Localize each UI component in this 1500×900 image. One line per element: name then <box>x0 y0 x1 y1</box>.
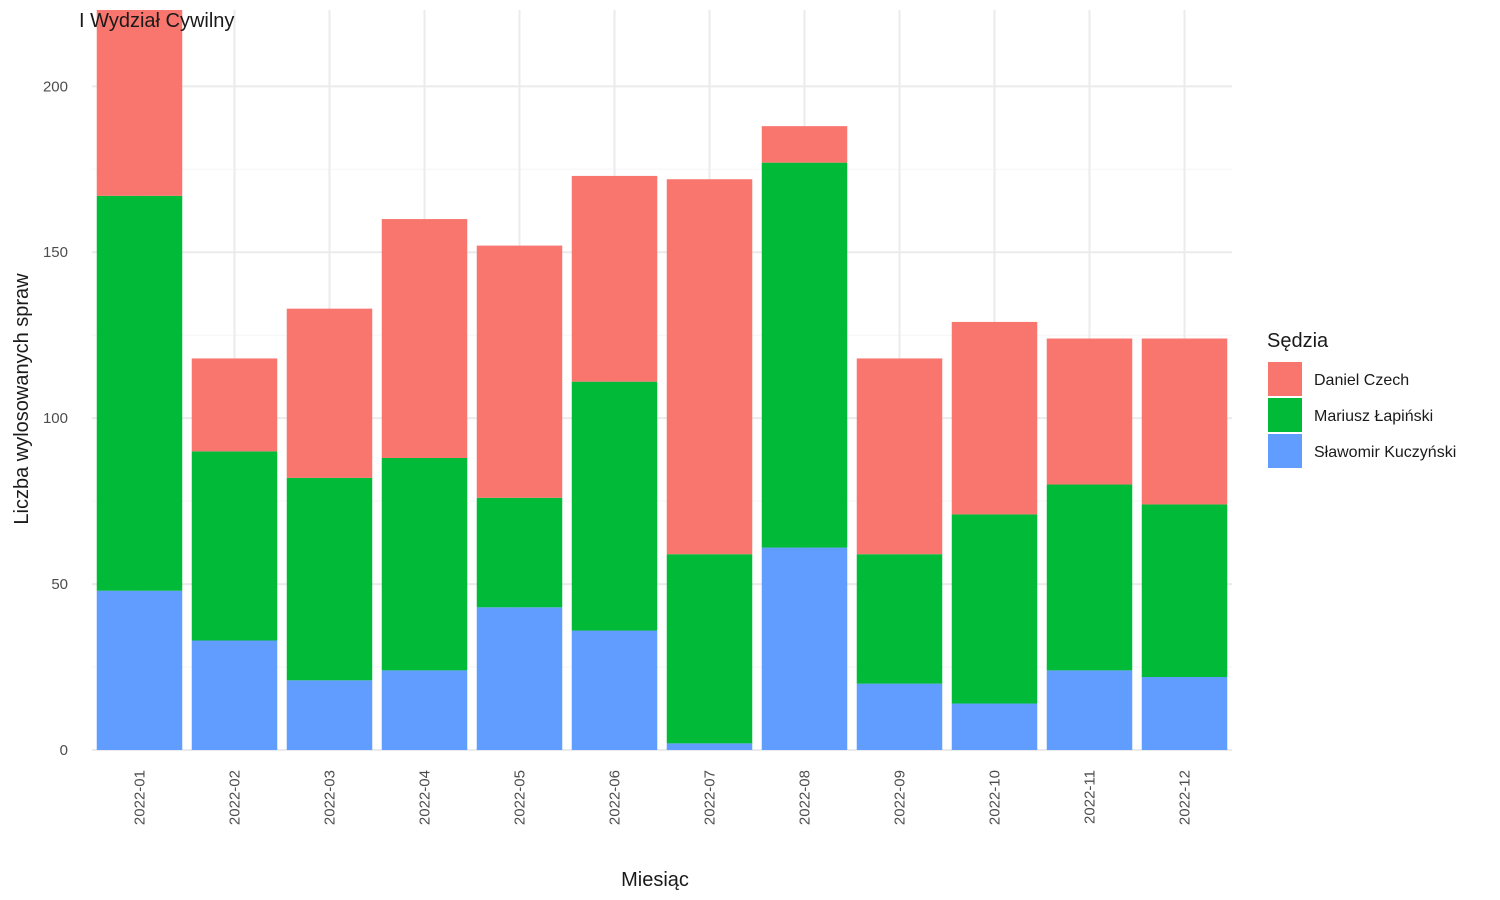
bar-segment <box>96 10 183 196</box>
bar-segment <box>1046 484 1133 671</box>
x-tick-label: 2022-09 <box>892 770 909 825</box>
y-tick-label: 50 <box>51 576 68 593</box>
bar-segment <box>476 245 563 498</box>
bar-segment <box>856 683 943 750</box>
bar-segment <box>571 381 658 631</box>
bar-segment <box>96 590 183 750</box>
bar-segment <box>286 680 373 750</box>
bars <box>96 10 1228 750</box>
x-tick-labels: 2022-01 2022-02 2022-03 2022-04 2022-05 2022-… <box>132 770 1194 825</box>
y-tick-label: 150 <box>43 244 68 261</box>
legend-swatch <box>1268 434 1302 468</box>
y-tick-labels: 0 50 100 150 200 <box>43 78 68 759</box>
bar-segment <box>1141 676 1228 750</box>
bar-segment <box>381 457 468 671</box>
bar-segment <box>666 554 753 744</box>
bar-segment <box>191 451 278 641</box>
x-tick-label: 2022-01 <box>132 770 149 825</box>
legend-label: Sławomir Kuczyński <box>1314 444 1456 461</box>
bar-segment <box>666 179 753 555</box>
bar-segment <box>476 497 563 608</box>
x-tick-label: 2022-11 <box>1082 770 1099 824</box>
x-tick-label: 2022-04 <box>417 770 434 825</box>
x-tick-label: 2022-12 <box>1177 770 1194 825</box>
bar-segment <box>761 126 848 163</box>
y-tick-label: 200 <box>43 78 68 95</box>
legend-label: Daniel Czech <box>1314 372 1409 389</box>
bar-segment <box>761 547 848 750</box>
x-axis-title: Miesiąc <box>621 869 689 891</box>
bar-segment <box>951 703 1038 750</box>
legend-title: Sędzia <box>1267 330 1329 352</box>
legend: Sędzia Daniel Czech Mariusz Łapiński Sławo… <box>1267 330 1456 468</box>
bar-segment <box>856 554 943 684</box>
chart-title: I Wydział Cywilny <box>79 10 234 32</box>
bar-segment <box>571 630 658 750</box>
bar-segment <box>286 308 373 478</box>
bar-segment <box>951 321 1038 515</box>
bar-segment <box>191 358 278 452</box>
x-tick-label: 2022-08 <box>797 770 814 825</box>
bar-segment <box>856 358 943 555</box>
bar-segment <box>1046 338 1133 485</box>
bar-segment <box>571 175 658 382</box>
x-tick-label: 2022-03 <box>322 770 339 825</box>
legend-label: Mariusz Łapiński <box>1314 408 1433 425</box>
bar-segment <box>1046 670 1133 750</box>
bar-segment <box>476 607 563 750</box>
y-axis-title: Liczba wylosowanych spraw <box>11 273 33 525</box>
bar-segment <box>951 514 1038 704</box>
bar-segment <box>666 743 753 750</box>
x-tick-label: 2022-02 <box>227 770 244 825</box>
x-tick-label: 2022-05 <box>512 770 529 825</box>
y-tick-label: 100 <box>43 410 68 427</box>
bar-segment <box>1141 504 1228 677</box>
bar-segment <box>761 162 848 548</box>
legend-swatch <box>1268 398 1302 432</box>
legend-swatch <box>1268 362 1302 396</box>
bar-segment <box>286 477 373 681</box>
bar-segment <box>381 670 468 750</box>
y-tick-label: 0 <box>60 742 68 759</box>
bar-segment <box>1141 338 1228 505</box>
bar-segment <box>191 640 278 750</box>
x-tick-label: 2022-07 <box>702 770 719 825</box>
bar-segment <box>96 195 183 591</box>
bar-segment <box>381 219 468 458</box>
x-tick-label: 2022-10 <box>987 770 1004 825</box>
x-tick-label: 2022-06 <box>607 770 624 825</box>
